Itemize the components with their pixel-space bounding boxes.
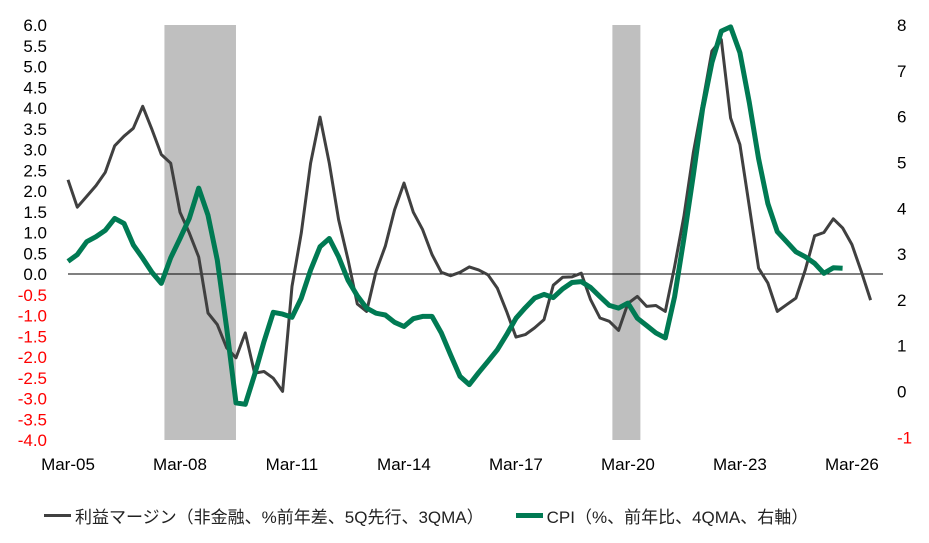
right-tick-label: 0 <box>897 383 906 402</box>
left-tick-label: 2.5 <box>23 161 47 180</box>
x-tick-label: Mar-23 <box>713 455 767 474</box>
recession-shading <box>164 25 641 440</box>
right-tick-label: -1 <box>897 428 912 447</box>
right-tick-label: 7 <box>897 62 906 81</box>
right-tick-label: 4 <box>897 199 906 218</box>
x-tick-label: Mar-17 <box>489 455 543 474</box>
left-tick-label: -3.0 <box>18 390 47 409</box>
left-tick-label: -3.5 <box>18 410 47 429</box>
left-tick-label: 5.0 <box>23 58 47 77</box>
left-tick-label: 0.5 <box>23 244 47 263</box>
x-tick-label: Mar-08 <box>153 455 207 474</box>
left-tick-label: 6.0 <box>23 16 47 35</box>
legend-swatch-margin <box>44 514 71 517</box>
x-tick-label: Mar-14 <box>377 455 431 474</box>
x-tick-label: Mar-11 <box>266 455 319 474</box>
right-tick-label: 3 <box>897 245 906 264</box>
left-tick-label: 3.5 <box>23 120 47 139</box>
right-tick-label: 8 <box>897 16 906 35</box>
left-tick-label: 5.5 <box>23 37 47 56</box>
left-tick-label: -1.0 <box>18 307 47 326</box>
left-tick-label: -0.5 <box>18 286 47 305</box>
left-tick-label: 1.0 <box>23 224 47 243</box>
legend-swatch-cpi <box>515 513 543 518</box>
x-tick-label: Mar-05 <box>41 455 95 474</box>
left-tick-label: 0.0 <box>23 265 47 284</box>
right-tick-label: 1 <box>897 337 906 356</box>
legend-label-margin: 利益マージン（非金融、%前年差、5Q先行、3QMA） <box>75 508 484 527</box>
left-tick-label: -1.5 <box>18 327 47 346</box>
legend: 利益マージン（非金融、%前年差、5Q先行、3QMA） CPI（%、前年比、4QM… <box>44 503 840 528</box>
left-tick-label: 2.0 <box>23 182 47 201</box>
left-tick-label: -2.0 <box>18 348 47 367</box>
left-tick-label: 4.5 <box>23 78 47 97</box>
left-tick-label: 3.0 <box>23 141 47 160</box>
series-lines <box>66 24 873 407</box>
right-tick-label: 5 <box>897 154 906 173</box>
left-tick-label: 1.5 <box>23 203 47 222</box>
x-tick-label: Mar-26 <box>825 455 879 474</box>
left-tick-label: 4.0 <box>23 99 47 118</box>
x-axis-ticks: Mar-05 Mar-08 Mar-11 Mar-14 Mar-17 Mar-20 Mar-… <box>41 455 879 474</box>
left-tick-label: -2.5 <box>18 369 47 388</box>
recession-band <box>612 25 641 440</box>
left-axis-ticks: 6.0 5.5 5.04.5 4.0 3.5 3.02.5 2.0 1.5 1.00.5 0.0 -… <box>18 16 47 450</box>
x-tick-label: Mar-20 <box>601 455 655 474</box>
right-axis-ticks: 8 7 6 5 4 3 2 1 0 -1 <box>897 16 912 447</box>
right-tick-label: 6 <box>897 108 906 127</box>
chart: 6.0 5.5 5.04.5 4.0 3.5 3.02.5 2.0 1.5 1.00.5 0.0 -… <box>18 16 912 474</box>
legend-item-cpi: CPI（%、前年比、4QMA、右軸） <box>515 503 809 528</box>
recession-band <box>164 25 236 440</box>
margin-series-line <box>66 38 873 393</box>
right-tick-label: 2 <box>897 291 906 310</box>
cpi-series-line <box>66 24 843 407</box>
legend-item-margin: 利益マージン（非金融、%前年差、5Q先行、3QMA） <box>44 503 484 528</box>
left-tick-label: -4.0 <box>18 431 47 450</box>
legend-label-cpi: CPI（%、前年比、4QMA、右軸） <box>546 508 809 527</box>
